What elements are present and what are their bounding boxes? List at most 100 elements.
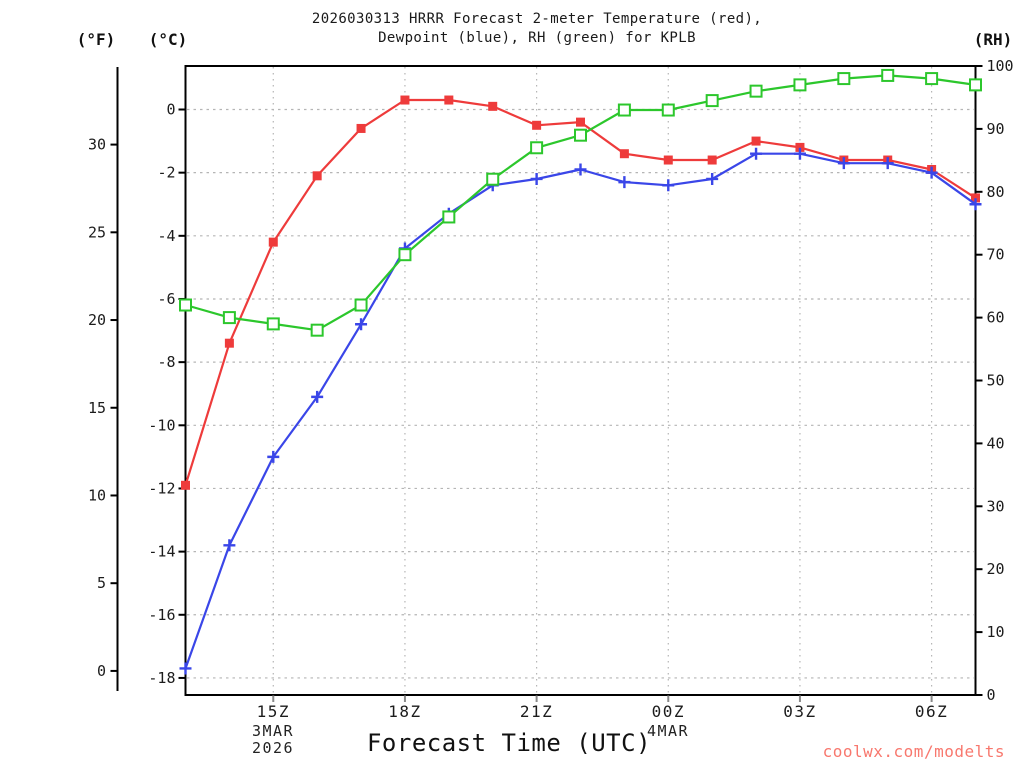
dewpoint-marker <box>311 390 324 403</box>
dewpoint-marker <box>355 318 368 331</box>
temperature-marker <box>663 155 673 165</box>
x-axis-tick-label: 15Z <box>257 702 290 721</box>
rh-marker <box>486 172 500 186</box>
temperature-marker <box>532 120 542 130</box>
rh-marker <box>837 72 851 86</box>
rh-marker <box>661 103 675 117</box>
dewpoint-marker <box>837 157 850 170</box>
celsius-tick-label: -16 <box>148 606 175 624</box>
rh-tick-label: 100 <box>987 57 1014 75</box>
rh-marker <box>925 72 939 86</box>
rh-marker <box>705 94 719 108</box>
dewpoint-marker <box>618 176 631 189</box>
rh-tick-label: 0 <box>987 686 996 704</box>
celsius-tick-label: -4 <box>157 227 175 245</box>
dewpoint-marker <box>574 163 587 176</box>
rh-tick-label: 70 <box>987 246 1005 264</box>
rh-marker <box>222 311 236 325</box>
rh-axis-unit-label: (RH) <box>973 30 1013 49</box>
dewpoint-marker <box>925 166 938 179</box>
rh-marker <box>179 298 192 312</box>
fahrenheit-tick-label: 0 <box>97 662 106 680</box>
x-axis-date-label-3mar: 3MAR <box>251 722 295 740</box>
x-axis-tick-label: 18Z <box>388 702 421 721</box>
celsius-tick-label: -8 <box>157 353 175 371</box>
rh-marker <box>310 323 324 337</box>
rh-tick-label: 60 <box>987 309 1005 327</box>
dewpoint-marker <box>881 157 894 170</box>
rh-tick-label: 10 <box>987 623 1005 641</box>
temperature-line <box>184 98 977 486</box>
rh-marker <box>617 103 631 117</box>
celsius-tick-label: -14 <box>148 543 175 561</box>
dewpoint-marker <box>662 179 675 192</box>
celsius-tick-label: -12 <box>148 479 175 497</box>
fahrenheit-tick-label: 15 <box>88 399 106 417</box>
temperature-marker <box>795 142 805 152</box>
x-axis-tick-label: 06Z <box>915 702 948 721</box>
rh-tick-label: 20 <box>987 560 1005 578</box>
x-axis-date-label-4mar: 4MAR <box>646 722 690 740</box>
fahrenheit-tick-label: 30 <box>88 136 106 154</box>
dewpoint-line <box>184 152 977 669</box>
temperature-marker <box>181 480 190 490</box>
fahrenheit-axis-unit-label: (°F) <box>76 30 116 49</box>
rh-tick-label: 50 <box>987 372 1005 390</box>
rh-marker <box>530 141 544 155</box>
rh-marker <box>398 248 412 262</box>
rh-marker <box>354 298 368 312</box>
chart-title-line1: 2026030313 HRRR Forecast 2-meter Tempera… <box>311 11 763 27</box>
rh-marker <box>969 78 982 92</box>
temperature-marker <box>268 237 278 247</box>
dewpoint-marker <box>793 147 806 160</box>
watermark-text: coolwx.com/modelts <box>822 742 1005 761</box>
fahrenheit-tick-label: 5 <box>97 574 106 592</box>
celsius-tick-label: -6 <box>157 290 175 308</box>
dewpoint-marker <box>267 450 280 463</box>
temperature-marker <box>488 101 498 111</box>
temperature-marker <box>751 136 761 146</box>
temperature-marker <box>619 149 629 159</box>
rh-tick-label: 40 <box>987 434 1005 452</box>
rh-marker <box>881 68 895 82</box>
dewpoint-marker <box>706 172 719 185</box>
celsius-tick-label: -18 <box>148 669 175 687</box>
dewpoint-marker <box>969 198 982 211</box>
rh-tick-label: 90 <box>987 120 1005 138</box>
x-axis-tick-label: 21Z <box>520 702 553 721</box>
fahrenheit-tick-label: 25 <box>88 223 106 241</box>
fahrenheit-tick-label: 10 <box>88 486 106 504</box>
rh-marker <box>574 128 587 142</box>
x-axis-year-label: 2026 <box>251 739 295 757</box>
rh-tick-label: 80 <box>987 183 1005 201</box>
dewpoint-marker <box>750 147 763 160</box>
x-axis-tick-label: 00Z <box>652 702 685 721</box>
celsius-tick-label: -2 <box>157 164 175 182</box>
temperature-marker <box>224 338 234 348</box>
dewpoint-marker <box>179 662 192 675</box>
temperature-marker <box>356 123 366 133</box>
celsius-tick-label: -10 <box>148 416 175 434</box>
x-axis-tick-label: 03Z <box>783 702 816 721</box>
dewpoint-marker <box>530 172 543 185</box>
temperature-marker <box>707 155 717 165</box>
temperature-marker <box>576 117 585 127</box>
dewpoint-marker <box>223 539 236 552</box>
rh-marker <box>749 84 763 98</box>
temperature-marker <box>400 95 410 105</box>
celsius-tick-label: 0 <box>166 101 175 119</box>
temperature-marker <box>971 193 980 203</box>
temperature-marker <box>444 95 454 105</box>
rh-marker <box>793 78 807 92</box>
rh-tick-label: 30 <box>987 497 1005 515</box>
celsius-axis-unit-label: (°C) <box>148 30 188 49</box>
fahrenheit-tick-label: 20 <box>88 311 106 329</box>
chart-title-line2: Dewpoint (blue), RH (green) for KPLB <box>378 30 696 46</box>
temperature-marker <box>312 171 322 181</box>
rh-marker <box>266 317 280 331</box>
rh-line <box>185 74 976 332</box>
rh-marker <box>442 210 456 224</box>
x-axis-title: Forecast Time (UTC) <box>366 729 652 757</box>
